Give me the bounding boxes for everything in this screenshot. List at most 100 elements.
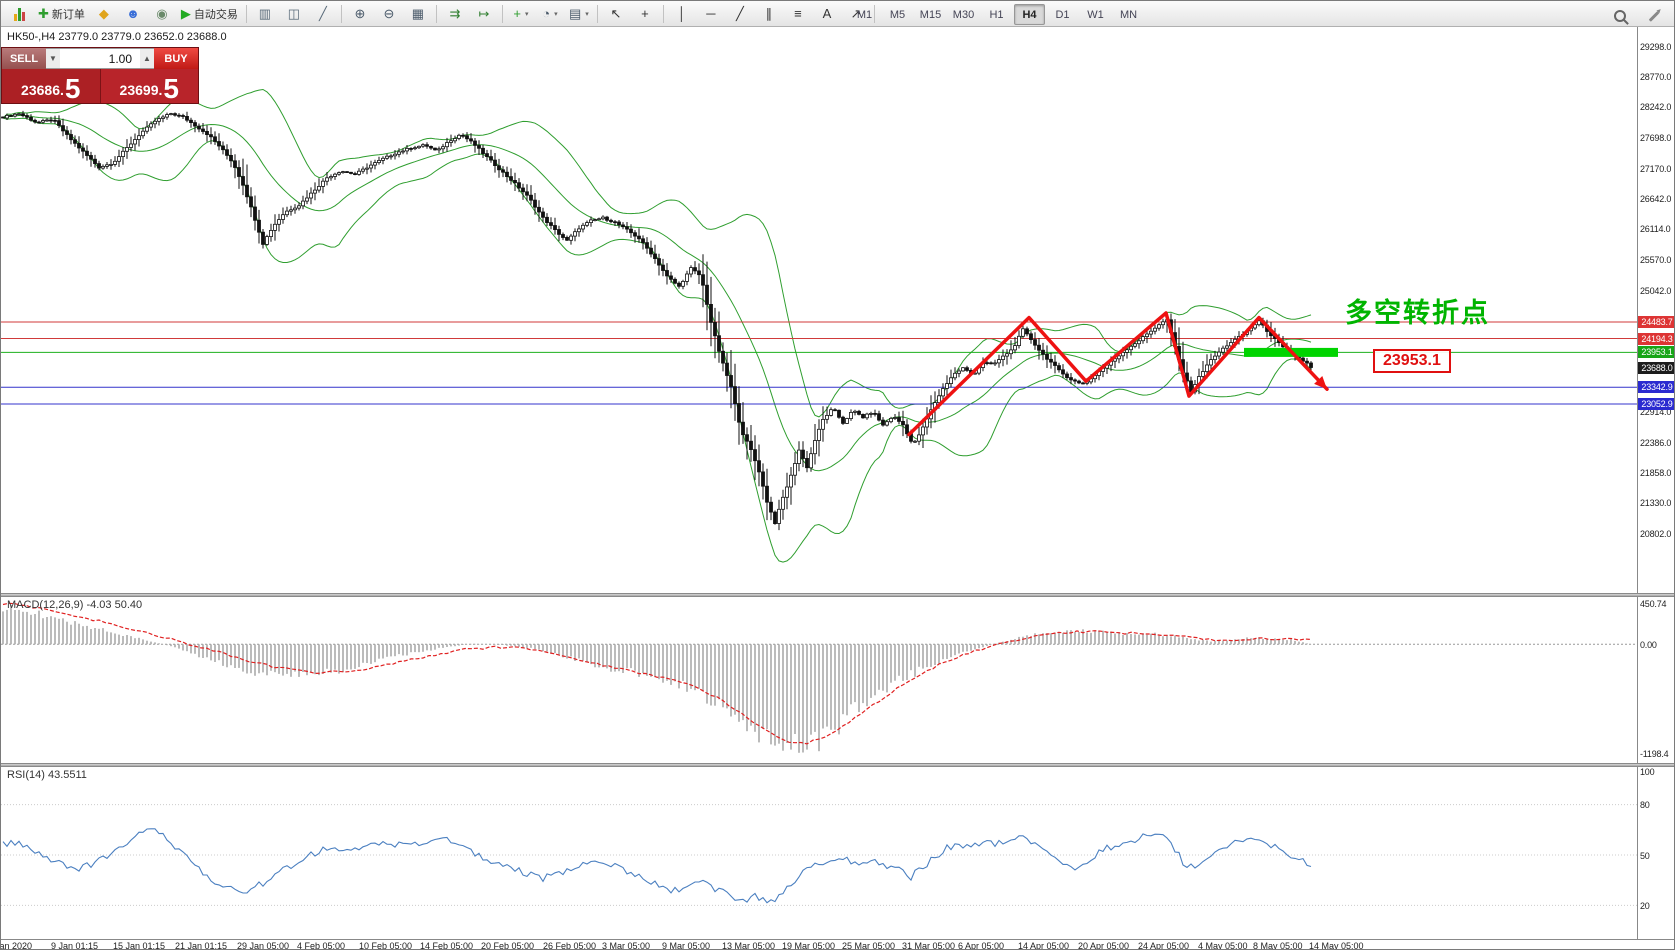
price-level-callout: 23953.1 — [1373, 349, 1451, 373]
timeframe-m1-button[interactable]: M1 — [856, 8, 873, 21]
candlestick-chart-icon: ◫ — [287, 6, 301, 21]
toolbar-separator — [662, 4, 664, 23]
zoom-out-icon: ⊖ — [383, 6, 395, 21]
turning-point-annotation: 多空转折点 — [1345, 298, 1490, 328]
zoom-out-button[interactable]: ⊖ — [375, 3, 403, 25]
trendline-icon: ╱ — [735, 6, 744, 21]
autotrading-button[interactable]: ▶ 自动交易 — [177, 3, 242, 25]
rsi-panel[interactable] — [1, 767, 1637, 939]
favorites-button[interactable]: ◆ — [90, 3, 118, 25]
sell-price-main: 23686. — [21, 82, 64, 98]
community-button[interactable]: ☻ — [119, 3, 147, 25]
time-axis-label: 25 Mar 05:00 — [842, 941, 896, 950]
trade-controls-row: SELL ▼ 1.00 ▲ BUY — [2, 48, 198, 69]
chart-shift-button[interactable]: ↦ — [470, 3, 498, 25]
price-axis-label: 22914.0 — [1640, 407, 1672, 418]
bar-chart-icon: ▥ — [258, 6, 272, 21]
price-tag: 23342.9 — [1638, 381, 1674, 394]
indicators-button[interactable]: + ▾ — [507, 3, 535, 25]
bar-chart-button[interactable]: ▥ — [251, 3, 279, 25]
timeframe-h4-button[interactable]: H4 — [1014, 4, 1045, 25]
macd-axis-label: 450.74 — [1640, 598, 1667, 609]
volume-decrease-button[interactable]: ▼ — [46, 48, 60, 69]
new-order-button-label: 新订单 — [51, 8, 85, 21]
price-tag: 24194.3 — [1638, 332, 1674, 345]
time-axis-label: 9 Jan 01:15 — [51, 941, 99, 950]
cursor-icon: ↖ — [610, 6, 622, 21]
arrows-button[interactable]: ↗ — [842, 3, 870, 25]
toolbar-separator — [873, 4, 875, 23]
price-chart-canvas[interactable] — [1, 27, 1637, 593]
sell-button[interactable]: SELL — [2, 48, 46, 69]
timeframe-mn-button[interactable]: MN — [1119, 8, 1138, 21]
templates-icon: ▤ — [569, 6, 582, 21]
buy-price-main: 23699. — [119, 82, 163, 98]
rsi-splitter[interactable] — [1, 763, 1674, 767]
tile-windows-button[interactable]: ▦ — [404, 3, 432, 25]
buy-price-big: 5 — [163, 73, 179, 105]
horizontal-level-lines[interactable] — [1, 321, 1637, 405]
timeframe-w1-button[interactable]: W1 — [1087, 8, 1104, 21]
timeframe-h1-button[interactable]: H1 — [989, 8, 1004, 21]
fibonacci-icon: ≡ — [794, 6, 802, 21]
chart-shift-icon: ↦ — [478, 6, 490, 21]
favorites-icon: ◆ — [98, 6, 109, 21]
tile-windows-icon: ▦ — [411, 6, 425, 21]
new-order-icon: ✚ — [38, 6, 49, 21]
candlestick-chart-button[interactable]: ◫ — [280, 3, 308, 25]
macd-axis-label: -1198.4 — [1640, 748, 1669, 759]
toolbar-separator — [340, 4, 342, 23]
new-order-button[interactable]: ✚ 新订单 — [34, 3, 89, 25]
buy-price[interactable]: 23699. 5 — [100, 69, 198, 105]
buy-button[interactable]: BUY — [154, 48, 198, 69]
time-axis-label: 6 Apr 05:00 — [958, 941, 1005, 950]
text-button[interactable]: A — [813, 3, 841, 25]
volume-input[interactable]: 1.00 — [60, 48, 140, 69]
price-axis-label: 28770.0 — [1640, 71, 1672, 82]
time-axis-label: 14 Feb 05:00 — [420, 941, 474, 950]
crosshair-button[interactable]: + — [631, 3, 659, 25]
time-axis-label: 4 May 05:00 — [1198, 941, 1248, 950]
templates-button[interactable]: ▤ ▾ — [565, 3, 593, 25]
trendline-button[interactable]: ╱ — [726, 3, 754, 25]
macd-panel[interactable] — [1, 597, 1637, 763]
cursor-button[interactable]: ↖ — [602, 3, 630, 25]
vertical-line-icon: │ — [677, 6, 686, 21]
toolbar-separator — [501, 4, 503, 23]
time-axis-label: 9 Mar 05:00 — [662, 941, 711, 950]
candles[interactable] — [1, 110, 1313, 531]
zoom-in-icon: ⊕ — [354, 6, 366, 21]
zoom-in-button[interactable]: ⊕ — [346, 3, 374, 25]
volume-increase-button[interactable]: ▲ — [140, 48, 154, 69]
chart-ohlc-title: HK50-,H4 23779.0 23779.0 23652.0 23688.0 — [7, 31, 227, 43]
macd-histogram — [2, 605, 1312, 753]
time-axis-label: 14 Apr 05:00 — [1018, 941, 1070, 950]
sell-price[interactable]: 23686. 5 — [2, 69, 101, 103]
auto-scroll-button[interactable]: ⇉ — [441, 3, 469, 25]
dropdown-caret-icon: ▾ — [524, 10, 529, 18]
community-icon: ☻ — [126, 6, 140, 21]
price-axis-label: 25042.0 — [1640, 285, 1672, 296]
timeframe-m5-button[interactable]: M5 — [889, 8, 906, 21]
periods-button[interactable]: ◔ ▾ — [536, 3, 564, 25]
toolbar-separator — [596, 4, 598, 23]
horizontal-line-button[interactable]: ─ — [697, 3, 725, 25]
vertical-line-button[interactable]: │ — [668, 3, 696, 25]
time-axis-label: 3 Mar 05:00 — [602, 941, 651, 950]
sounds-button[interactable]: ◉ — [148, 3, 176, 25]
time-axis-label: 21 Jan 01:15 — [175, 941, 228, 950]
rsi-axis-label: 80 — [1640, 800, 1650, 811]
price-axis-label: 25570.0 — [1640, 255, 1672, 266]
channel-button[interactable]: ∥ — [755, 3, 783, 25]
fibonacci-button[interactable]: ≡ — [784, 3, 812, 25]
macd-splitter[interactable] — [1, 593, 1674, 597]
timeframe-d1-button[interactable]: D1 — [1055, 8, 1070, 21]
rsi-label: RSI(14) 43.5511 — [7, 769, 87, 781]
edit-button[interactable] — [1640, 5, 1668, 27]
timeframe-m30-button[interactable]: M30 — [952, 8, 975, 21]
toolbar-separator — [435, 4, 437, 23]
line-chart-button[interactable]: ╱ — [309, 3, 337, 25]
trend-zigzag-line[interactable] — [907, 311, 1329, 437]
search-button[interactable] — [1606, 5, 1634, 27]
timeframe-m15-button[interactable]: M15 — [919, 8, 942, 21]
